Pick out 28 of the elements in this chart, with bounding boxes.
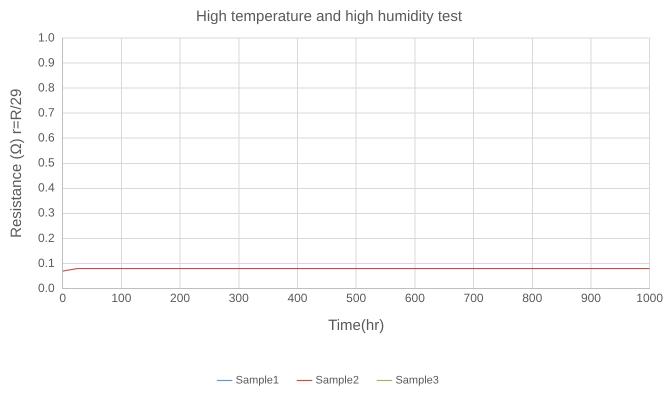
x-tick-label: 300	[228, 291, 250, 306]
y-tick-label: 0.2	[38, 230, 55, 245]
x-tick-label: 200	[170, 291, 190, 306]
y-tick-label: 0.8	[38, 80, 55, 94]
legend-label: Sample3	[395, 374, 439, 387]
legend-label: Sample2	[316, 374, 359, 387]
y-tick-label: 0.5	[38, 156, 55, 170]
y-tick-label: 0.1	[38, 256, 55, 270]
x-tick-label: 900	[580, 291, 602, 306]
y-tick-label: 0.0	[38, 280, 55, 295]
y-tick-label: 0.9	[38, 55, 55, 70]
x-axis-title: Time(hr)	[328, 317, 384, 334]
y-tick-label: 1.0	[38, 30, 55, 44]
x-tick-label: 600	[404, 291, 426, 306]
x-tick-label: 700	[464, 291, 484, 306]
x-tick-label: 100	[111, 291, 132, 306]
legend-label: Sample1	[236, 374, 280, 387]
y-tick-label: 0.4	[38, 180, 55, 195]
x-tick-label: 400	[287, 291, 308, 306]
x-tick-label: 0	[59, 291, 66, 306]
chart-title: High temperature and high humidity test	[196, 8, 463, 26]
y-tick-label: 0.7	[38, 105, 55, 120]
y-tick-label: 0.3	[38, 206, 55, 220]
y-axis-title: Resistance (Ω) r=R/29	[8, 88, 26, 238]
x-tick-label: 1000	[636, 291, 664, 306]
x-tick-label: 500	[346, 291, 366, 306]
x-tick-label: 800	[522, 291, 543, 306]
y-tick-label: 0.6	[38, 130, 55, 145]
